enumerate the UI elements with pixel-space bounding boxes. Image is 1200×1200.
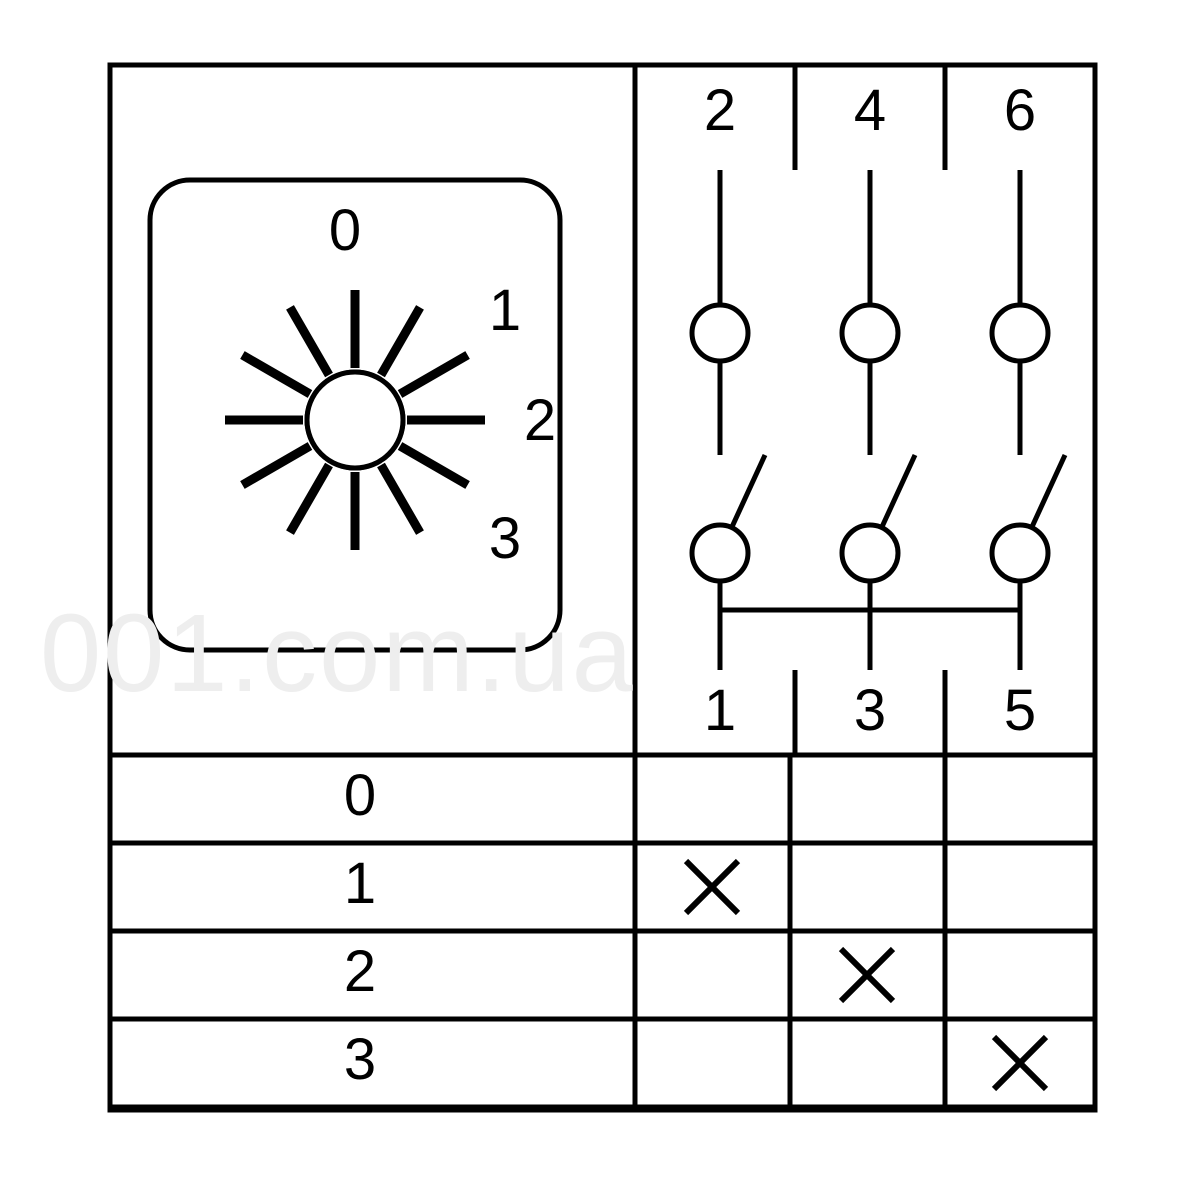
contact-node — [692, 525, 748, 581]
dial-spoke — [400, 446, 468, 485]
dial-position-label: 1 — [489, 278, 521, 343]
dial-spoke — [381, 465, 420, 533]
terminal-label-top: 4 — [854, 78, 886, 143]
terminal-label-bottom: 5 — [1004, 678, 1036, 743]
table-row-label: 0 — [344, 763, 376, 828]
table-row-label: 1 — [344, 851, 376, 916]
terminal-label-top: 6 — [1004, 78, 1036, 143]
dial-spoke — [290, 307, 329, 375]
dial-spoke — [381, 307, 420, 375]
switch-diagram: 01232461350123 — [0, 0, 1200, 1200]
dial-spoke — [242, 355, 310, 394]
terminal-label-bottom: 1 — [704, 678, 736, 743]
dial-position-label: 3 — [489, 506, 521, 571]
contact-node — [842, 525, 898, 581]
table-row-label: 2 — [344, 939, 376, 1004]
dial-spoke — [400, 355, 468, 394]
dial-position-label: 2 — [524, 388, 556, 453]
contact-node — [692, 305, 748, 361]
dial-position-label: 0 — [329, 198, 361, 263]
dial-spoke — [242, 446, 310, 485]
terminal-label-top: 2 — [704, 78, 736, 143]
contact-node — [842, 305, 898, 361]
contact-node — [992, 525, 1048, 581]
contact-node — [992, 305, 1048, 361]
dial-spoke — [290, 465, 329, 533]
terminal-label-bottom: 3 — [854, 678, 886, 743]
table-row-label: 3 — [344, 1027, 376, 1092]
